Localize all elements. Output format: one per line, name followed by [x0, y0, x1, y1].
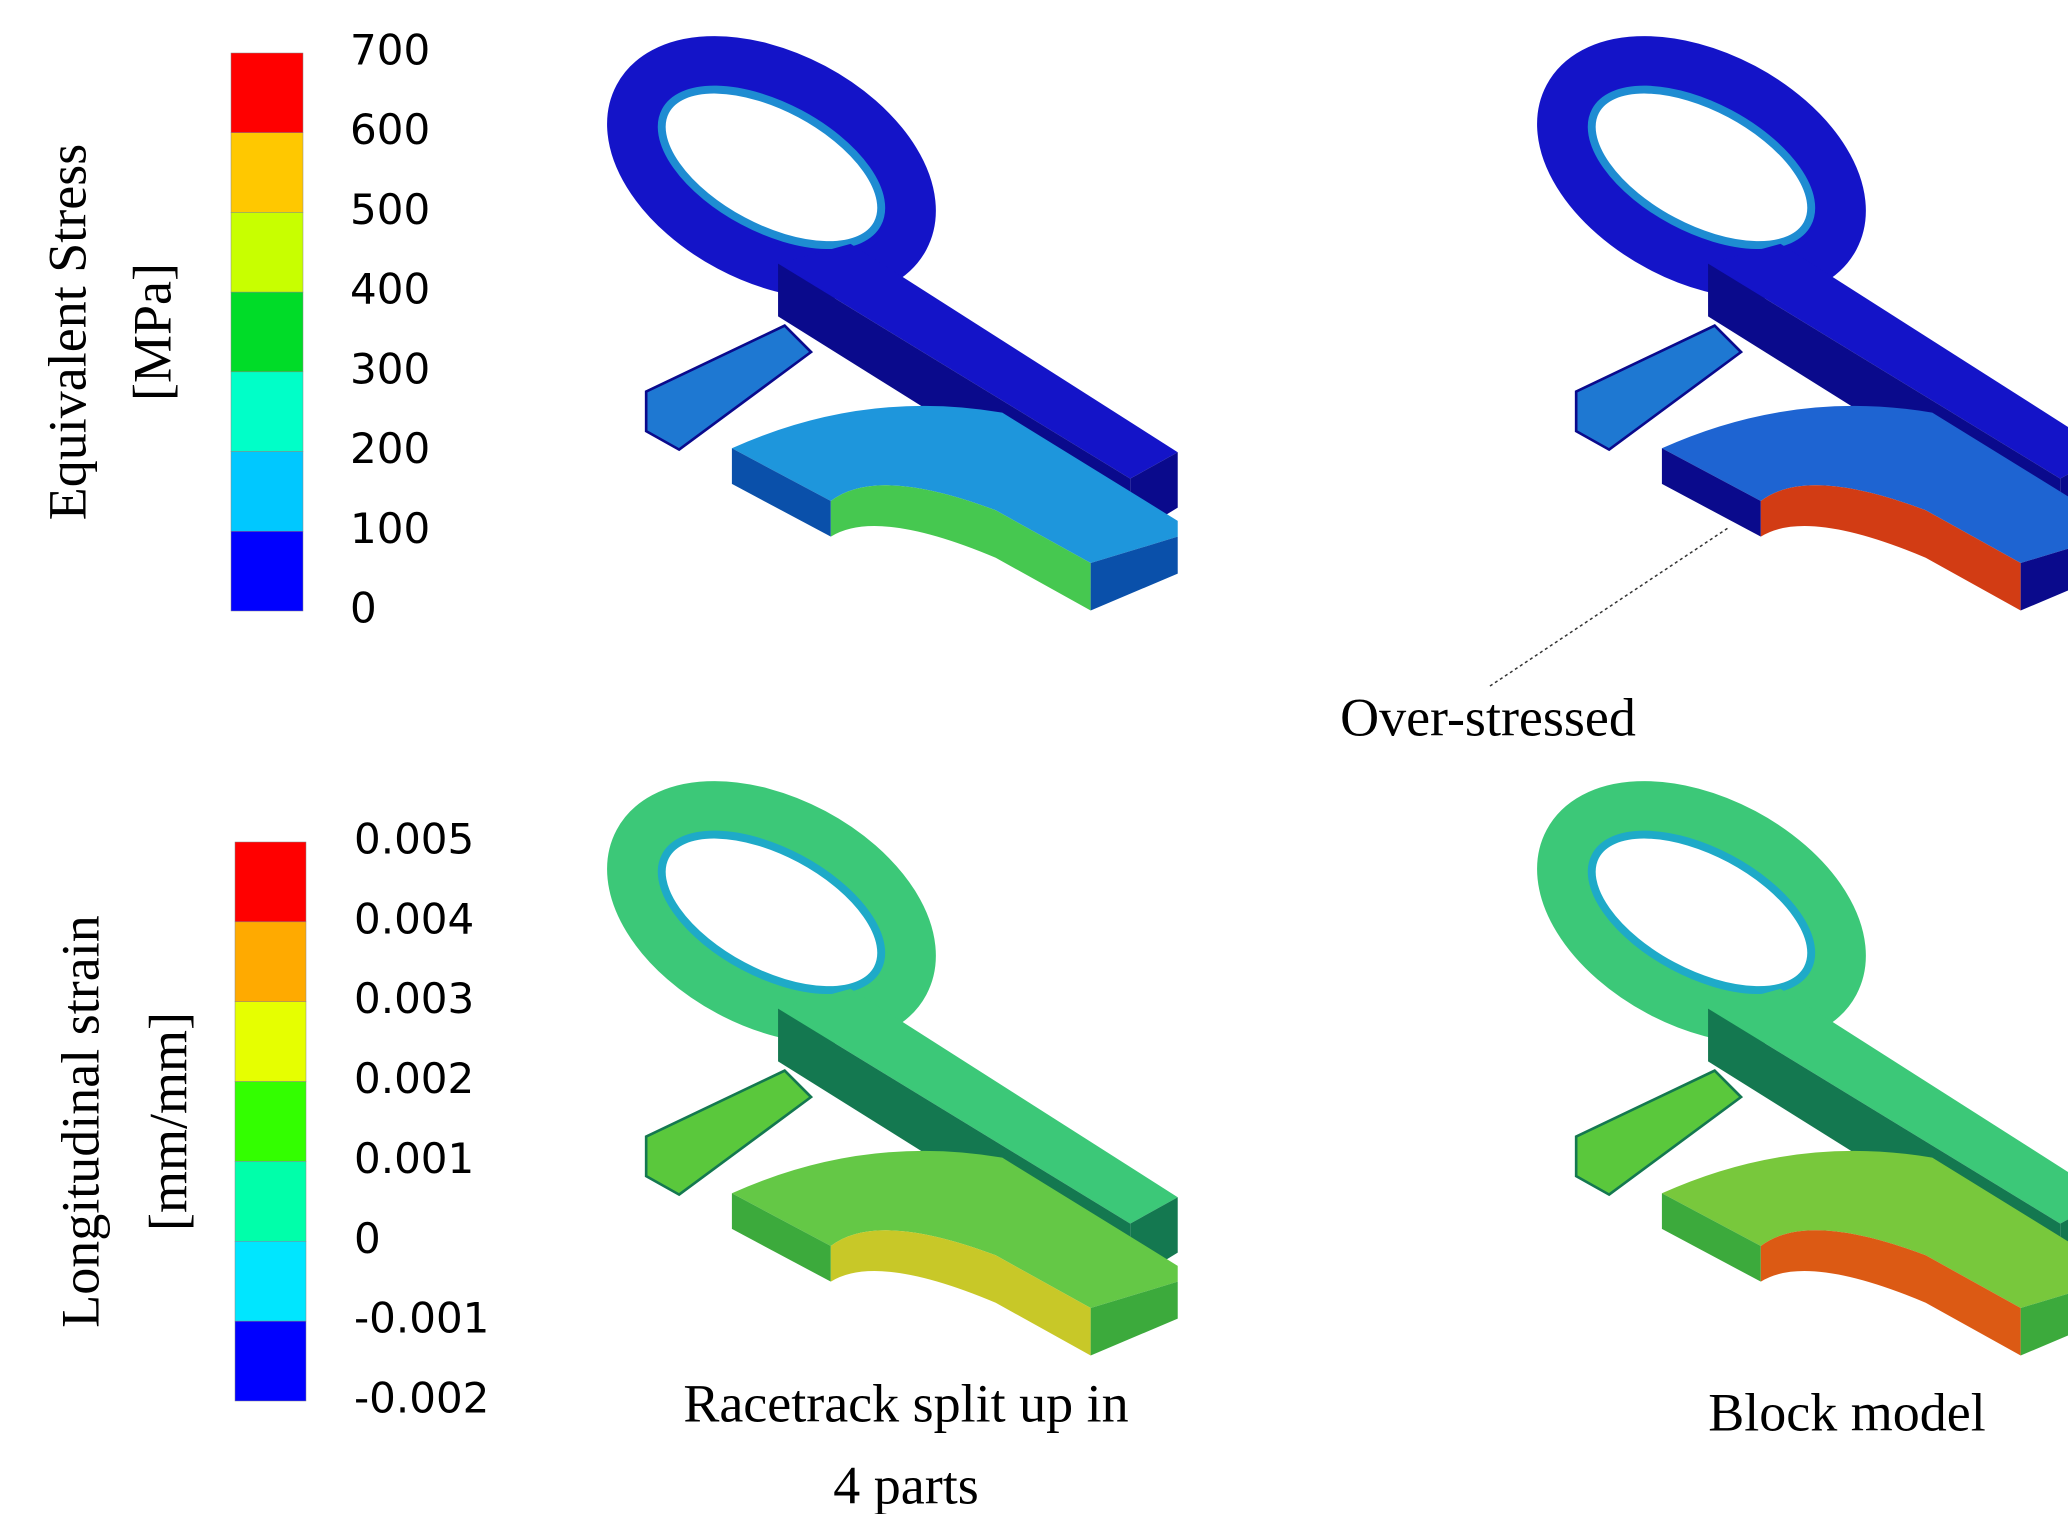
- colorbar-title: [MPa]: [122, 263, 182, 401]
- colorbar-label: 700: [350, 26, 430, 75]
- colorbar-band: [235, 922, 306, 1002]
- annotation: Over-stressed: [1340, 687, 1636, 747]
- colorbar-band: [235, 842, 306, 922]
- colorbar-label: 0: [354, 1214, 381, 1263]
- colorbar-band: [231, 212, 303, 292]
- colorbar-title: [mm/mm]: [138, 1012, 198, 1231]
- colorbar-label: 100: [350, 504, 430, 553]
- figure: Over-stressed Racetrack split up in 4 pa…: [0, 0, 2068, 1514]
- caption: Racetrack split up in: [683, 1373, 1128, 1433]
- colorbar-band: [231, 53, 303, 133]
- colorbar-title: Longitudinal strain: [50, 915, 110, 1327]
- colorbar-band: [231, 452, 303, 532]
- caption: Block model: [1708, 1382, 1985, 1442]
- colorbar-band: [235, 1161, 306, 1241]
- colorbar-label: -0.001: [354, 1294, 489, 1343]
- colorbar-band: [231, 133, 303, 213]
- caption: 4 parts: [833, 1455, 978, 1514]
- annotation-leader: [1490, 528, 1728, 686]
- colorbar-label: 300: [350, 344, 430, 393]
- colorbar-label: 0.003: [354, 974, 474, 1023]
- colorbar-band: [231, 292, 303, 372]
- colorbar-label: 600: [350, 105, 430, 154]
- panel-stress-block: [1530, 21, 2068, 610]
- colorbar-label: 0.005: [354, 815, 474, 864]
- colorbar-label: 200: [350, 424, 430, 473]
- colorbar-band: [231, 372, 303, 452]
- colorbar-label: 0.002: [354, 1054, 474, 1103]
- colorbar-label: 0.001: [354, 1134, 474, 1183]
- colorbar-title: Equivalent Stress: [37, 144, 97, 520]
- colorbar-label: 500: [350, 185, 430, 234]
- panel-strain-split: [600, 766, 1178, 1355]
- colorbar-band: [235, 1082, 306, 1162]
- colorbar-label: 400: [350, 265, 430, 314]
- colorbar-label: -0.002: [354, 1374, 489, 1423]
- colorbar-label: 0: [350, 584, 377, 633]
- panel-stress-split: [600, 21, 1178, 610]
- panel-strain-block: [1530, 766, 2068, 1355]
- colorbar-band: [235, 1321, 306, 1401]
- colorbar-band: [235, 1002, 306, 1082]
- colorbar-label: 0.004: [354, 894, 474, 943]
- colorbar-band: [231, 531, 303, 611]
- colorbar-band: [235, 1241, 306, 1321]
